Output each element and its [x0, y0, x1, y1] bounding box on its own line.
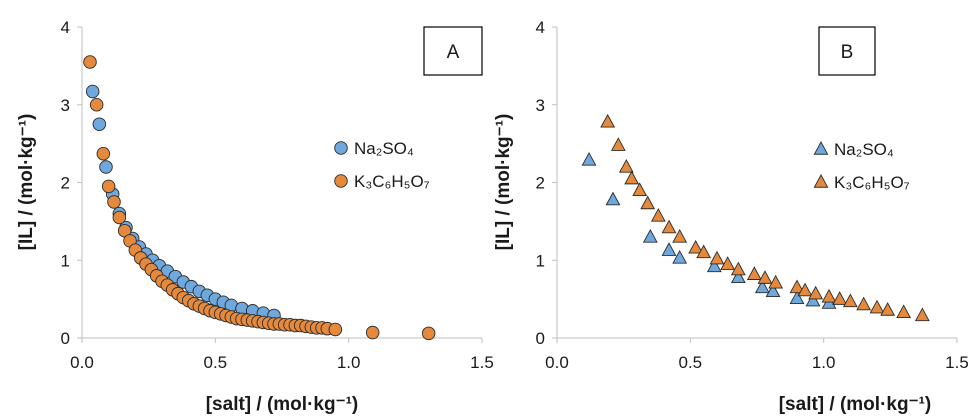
data-point — [661, 219, 677, 234]
legend-label: K₃C₆H₅O₇ — [354, 172, 430, 191]
data-point — [89, 97, 104, 112]
data-point — [96, 146, 111, 161]
data-point — [600, 113, 616, 128]
y-tick-label: 1 — [536, 251, 545, 270]
data-point — [688, 239, 704, 254]
legend-marker — [813, 174, 829, 188]
data-point — [709, 250, 725, 265]
y-tick-label: 0 — [536, 329, 545, 348]
x-tick-label: 1.0 — [337, 353, 361, 372]
data-point — [92, 117, 107, 131]
data-point — [706, 258, 722, 273]
data-point — [672, 249, 688, 264]
data-point — [112, 210, 127, 225]
data-point — [869, 299, 885, 314]
data-point — [107, 195, 121, 209]
data-point — [328, 322, 343, 337]
data-point — [805, 292, 821, 307]
data-point — [789, 290, 805, 305]
data-point — [730, 261, 746, 276]
data-point — [581, 152, 597, 166]
data-point — [650, 207, 666, 222]
legend-marker — [813, 141, 829, 155]
data-point — [101, 179, 116, 194]
data-point — [365, 325, 380, 340]
panel-letter-box-a — [423, 26, 483, 76]
data-point — [661, 242, 677, 256]
data-point — [696, 244, 712, 259]
data-point — [605, 191, 621, 206]
data-point — [914, 307, 930, 322]
data-point — [757, 270, 773, 284]
data-point — [842, 293, 858, 308]
y-axis-title-a: [IL] / (mol·kg⁻¹) — [16, 114, 37, 251]
data-point — [640, 195, 656, 210]
legend-label: Na₂SO₄ — [354, 139, 414, 158]
y-tick-label: 0 — [61, 329, 70, 348]
y-tick-label: 4 — [536, 18, 545, 37]
y-tick-label: 2 — [536, 174, 545, 193]
data-point — [720, 256, 736, 270]
panel-b: 0.0 0.5 1.0 1.5 0 1 2 3 4 Na₂SO₄ K₃C₆H₅O₇ B [salt… — [493, 18, 969, 415]
x-tick-label: 0.0 — [545, 353, 569, 372]
legend-marker — [334, 174, 348, 188]
x-tick-label: 0.5 — [679, 353, 703, 372]
data-point — [856, 296, 872, 311]
data-point — [610, 137, 626, 151]
data-point — [789, 279, 805, 294]
panel-letter-box-b — [818, 26, 876, 76]
legend-b: Na₂SO₄ K₃C₆H₅O₇ — [813, 140, 910, 192]
x-tick-label: 0.5 — [204, 353, 228, 372]
legend-marker — [334, 141, 348, 155]
panel-letter-b: B — [841, 42, 854, 63]
data-point — [99, 160, 113, 174]
y-axis-title-b: [IL] / (mol·kg⁻¹) — [493, 114, 514, 251]
y-tick-label: 3 — [61, 96, 70, 115]
x-tick-label: 1.5 — [470, 353, 494, 372]
y-tick-label: 4 — [61, 18, 70, 37]
data-point — [896, 304, 912, 319]
data-point — [730, 269, 746, 284]
data-point — [624, 170, 640, 185]
data-point — [768, 274, 784, 289]
data-point — [85, 84, 100, 99]
panel-a: 0.0 0.5 1.0 1.5 0 1 2 3 4 Na₂SO₄ K₃C₆H₅O₇ A [salt… — [16, 18, 494, 415]
legend-a: Na₂SO₄ K₃C₆H₅O₇ — [334, 139, 430, 191]
data-point — [83, 55, 97, 69]
data-point — [765, 283, 781, 298]
data-point — [618, 159, 634, 173]
data-point — [821, 288, 837, 303]
data-point — [632, 182, 648, 196]
panel-letter-a: A — [447, 42, 460, 63]
data-point — [746, 266, 762, 280]
x-tick-label: 1.0 — [812, 353, 836, 372]
data-point — [880, 302, 896, 316]
y-tick-label: 3 — [536, 96, 545, 115]
ticks-b: 0.0 0.5 1.0 1.5 0 1 2 3 4 — [536, 18, 969, 372]
data-point — [808, 285, 824, 300]
data-point — [421, 326, 436, 341]
data-point — [672, 228, 688, 243]
y-tick-label: 2 — [61, 174, 70, 193]
legend-label: K₃C₆H₅O₇ — [834, 173, 910, 192]
data-point — [832, 291, 848, 305]
x-tick-label: 0.0 — [70, 353, 94, 372]
data-points-a — [83, 55, 436, 341]
data-points-b — [581, 113, 930, 322]
data-point — [754, 279, 770, 294]
legend-label: Na₂SO₄ — [834, 140, 894, 159]
x-axis-title-b: [salt] / (mol·kg⁻¹) — [779, 394, 932, 415]
x-tick-label: 1.5 — [945, 353, 969, 372]
data-point — [797, 282, 813, 297]
ticks-a: 0.0 0.5 1.0 1.5 0 1 2 3 4 — [61, 18, 494, 372]
data-point — [642, 228, 658, 243]
y-tick-label: 1 — [61, 251, 70, 270]
x-axis-title-a: [salt] / (mol·kg⁻¹) — [206, 394, 359, 415]
